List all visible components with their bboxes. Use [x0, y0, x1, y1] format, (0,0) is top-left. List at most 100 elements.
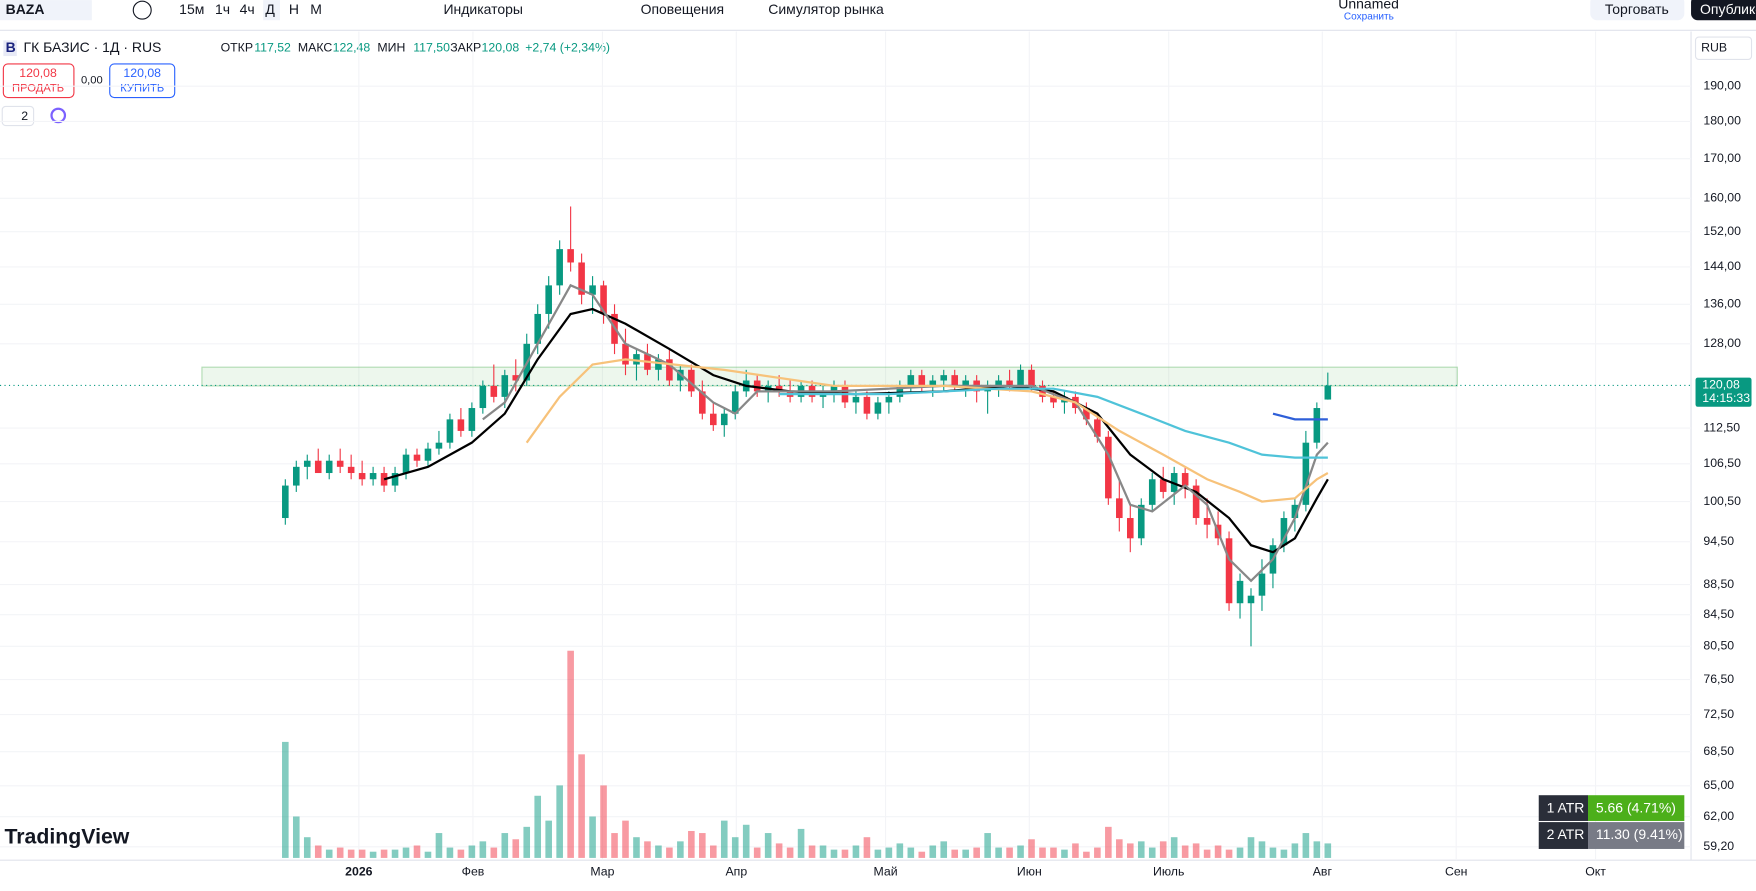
volume-bar [1137, 841, 1145, 858]
candle-body [501, 375, 509, 397]
volume-bar [1324, 843, 1332, 858]
volume-bar [973, 847, 980, 858]
interval[interactable]: Н [289, 1, 299, 17]
y-tick-label: 144,00 [1703, 259, 1741, 273]
sell-price[interactable]: 120,08 [19, 66, 57, 80]
candle-body [699, 391, 706, 414]
volume-bar [413, 845, 421, 858]
symbol-box[interactable] [0, 0, 92, 21]
volume-bar [545, 820, 552, 858]
volume-bar [1203, 849, 1211, 858]
y-tick-label: 170,00 [1703, 151, 1741, 165]
x-tick-label: 2026 [345, 865, 373, 879]
candle-body [852, 396, 860, 403]
candle-body [589, 285, 596, 295]
high-label: МАКС [298, 40, 332, 54]
trade-box[interactable] [1590, 0, 1685, 21]
candle-body [720, 413, 728, 426]
volume-bar [863, 837, 871, 858]
volume-bar [896, 843, 904, 858]
volume-bar [699, 833, 706, 858]
volume-bar [1116, 839, 1123, 858]
volume-bar [435, 833, 443, 858]
candle-body [446, 419, 454, 443]
publish-button[interactable]: Опубликовать [1700, 1, 1756, 17]
volume-bar [929, 845, 937, 858]
logo: B [6, 39, 16, 55]
atr-label: 1 ATR [1547, 799, 1585, 815]
volume-bar [918, 851, 926, 858]
interval[interactable]: 15м [179, 1, 204, 17]
volume-bar [1006, 847, 1013, 858]
candle-body [545, 285, 552, 314]
atr-value: 11.30 (9.41%) [1596, 826, 1683, 842]
x-tick-label: Авг [1313, 865, 1333, 879]
y-tick-label: 80,50 [1703, 639, 1734, 653]
layout-name[interactable]: Unnamed [1338, 0, 1399, 11]
interval[interactable]: 4ч [240, 1, 255, 17]
candle-body [325, 460, 333, 474]
trade-button[interactable]: Торговать [1605, 1, 1669, 17]
volume-bar [1192, 843, 1200, 858]
change: +2,74 (+2,34%) [525, 40, 610, 54]
volume-bar [1291, 843, 1299, 858]
publish-box[interactable] [1691, 0, 1756, 21]
candle-body [435, 442, 443, 449]
interval[interactable]: М [310, 1, 322, 17]
x-tick-label: Апр [725, 865, 747, 879]
interval[interactable]: Д [265, 1, 275, 17]
candle-body [731, 391, 739, 414]
candle-body [995, 380, 1002, 386]
close: 120,08 [482, 40, 520, 54]
buy-price[interactable]: 120,08 [123, 66, 161, 80]
interval[interactable]: 1ч [215, 1, 230, 17]
candle-body [1148, 479, 1156, 505]
volume-bar [1170, 837, 1178, 858]
volume-bar [1302, 833, 1310, 858]
replay-button[interactable]: Симулятор рынка [768, 1, 884, 17]
volume-bar [457, 849, 465, 858]
y-tick-label: 88,50 [1703, 577, 1734, 591]
volume-bar [1050, 847, 1057, 858]
sell-box[interactable] [2, 63, 75, 99]
volume-bar [775, 843, 783, 858]
volume-bar [501, 833, 509, 858]
symbol[interactable]: BAZA [6, 1, 45, 17]
volume-bar [622, 820, 629, 858]
y-tick-label: 94,50 [1703, 534, 1734, 548]
volume-bar [874, 849, 882, 858]
volume-bar [677, 841, 684, 858]
y-tick-label: 84,50 [1703, 607, 1734, 621]
volume-bar [1105, 826, 1112, 858]
indicators-button[interactable]: Индикаторы [443, 1, 523, 17]
candle-body [424, 448, 432, 461]
candle-body [1225, 538, 1233, 604]
alerts-button[interactable]: Оповещения [641, 1, 725, 17]
volume-bar [852, 845, 860, 858]
volume-bar [600, 785, 607, 858]
add-symbol[interactable] [132, 0, 152, 20]
moving-average [779, 387, 1328, 459]
volume-bar [644, 841, 651, 858]
volume-bar [303, 837, 311, 858]
spread: 0,00 [81, 75, 103, 87]
indicators-toggle[interactable] [1, 105, 35, 127]
volume-bar [391, 849, 399, 858]
candle-body [391, 473, 399, 486]
buy-button[interactable]: КУПИТЬ [120, 83, 164, 95]
candle-body [1258, 573, 1266, 596]
candle-body [490, 385, 498, 397]
candle-body [918, 375, 926, 386]
indicators-count[interactable]: 2 [21, 109, 28, 123]
save-button[interactable]: Сохранить [1344, 12, 1394, 23]
refresh-icon[interactable] [50, 107, 67, 124]
buy-box[interactable] [109, 63, 176, 99]
volume-bar [731, 837, 739, 858]
candle-body [1116, 498, 1123, 519]
currency-box[interactable] [1694, 36, 1753, 60]
volume-bar [830, 849, 838, 858]
sell-button[interactable]: ПРОДАТЬ [12, 83, 64, 95]
candle-body [1291, 504, 1299, 519]
candle-body [940, 375, 948, 381]
currency[interactable]: RUB [1701, 40, 1727, 54]
